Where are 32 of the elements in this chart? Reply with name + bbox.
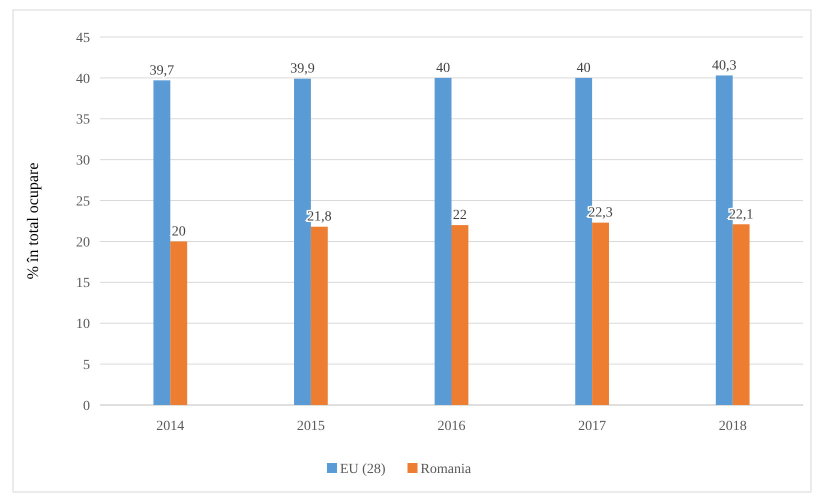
y-tick-label: 30	[76, 154, 90, 169]
x-tick-label: 2015	[296, 419, 325, 434]
y-tick-label: 5	[83, 358, 90, 374]
x-tick-label: 2016	[438, 419, 466, 434]
data-label: 40,3	[712, 58, 737, 74]
data-label: 22	[452, 208, 467, 224]
legend-label: EU (28)	[340, 462, 386, 477]
x-tick-label: 2017	[578, 419, 606, 434]
y-tick-label: 45	[76, 30, 90, 46]
data-label: 20	[172, 224, 186, 240]
bar	[732, 224, 750, 405]
data-label: 40	[576, 60, 591, 76]
bar	[310, 226, 328, 405]
data-label: 40	[436, 60, 450, 76]
y-tick-label: 40	[76, 72, 90, 87]
x-tick-label: 2014	[156, 419, 184, 434]
data-label: 39,7	[150, 63, 174, 78]
y-tick-label: 35	[76, 112, 90, 128]
bar	[592, 222, 609, 405]
data-label: 39,9	[290, 62, 315, 77]
bar	[170, 241, 188, 405]
bar	[434, 78, 452, 405]
y-tick-label: 15	[76, 276, 90, 292]
bar	[153, 80, 170, 405]
x-tick-label: 2018	[718, 419, 747, 434]
y-tick-label: 20	[76, 235, 90, 250]
y-tick-label: 0	[83, 398, 90, 414]
bar	[452, 225, 468, 405]
y-axis-title: % în total ocupare	[25, 162, 42, 280]
y-tick-label: 25	[76, 194, 90, 210]
y-tick-label: 10	[76, 317, 90, 332]
legend-label: Romania	[420, 462, 472, 477]
